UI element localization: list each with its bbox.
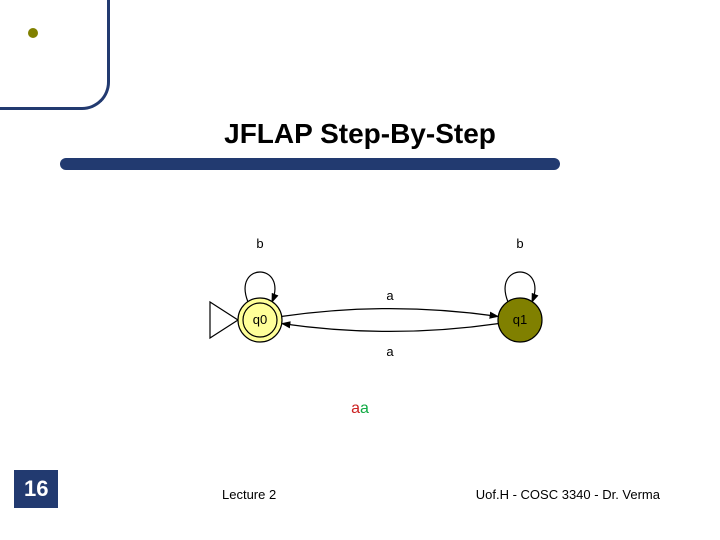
slide-number: 16 <box>14 470 58 508</box>
svg-text:q1: q1 <box>513 312 527 327</box>
automaton-svg: b b a a q0 q1 <box>140 220 580 400</box>
svg-text:a: a <box>386 288 394 303</box>
corner-arc <box>0 0 110 110</box>
footer-left: Lecture 2 <box>222 487 276 502</box>
automaton-diagram: b b a a q0 q1 <box>140 220 580 400</box>
input-string: aa <box>0 400 720 418</box>
title-underline <box>60 158 560 170</box>
svg-text:b: b <box>516 236 523 251</box>
svg-text:b: b <box>256 236 263 251</box>
slide-title: JFLAP Step-By-Step <box>0 118 720 150</box>
footer-right: Uof.H - COSC 3340 - Dr. Verma <box>476 487 660 502</box>
input-remaining: a <box>360 400 369 417</box>
svg-text:a: a <box>386 344 394 359</box>
corner-dot <box>28 28 38 38</box>
input-consumed: a <box>351 400 360 417</box>
svg-text:q0: q0 <box>253 312 267 327</box>
